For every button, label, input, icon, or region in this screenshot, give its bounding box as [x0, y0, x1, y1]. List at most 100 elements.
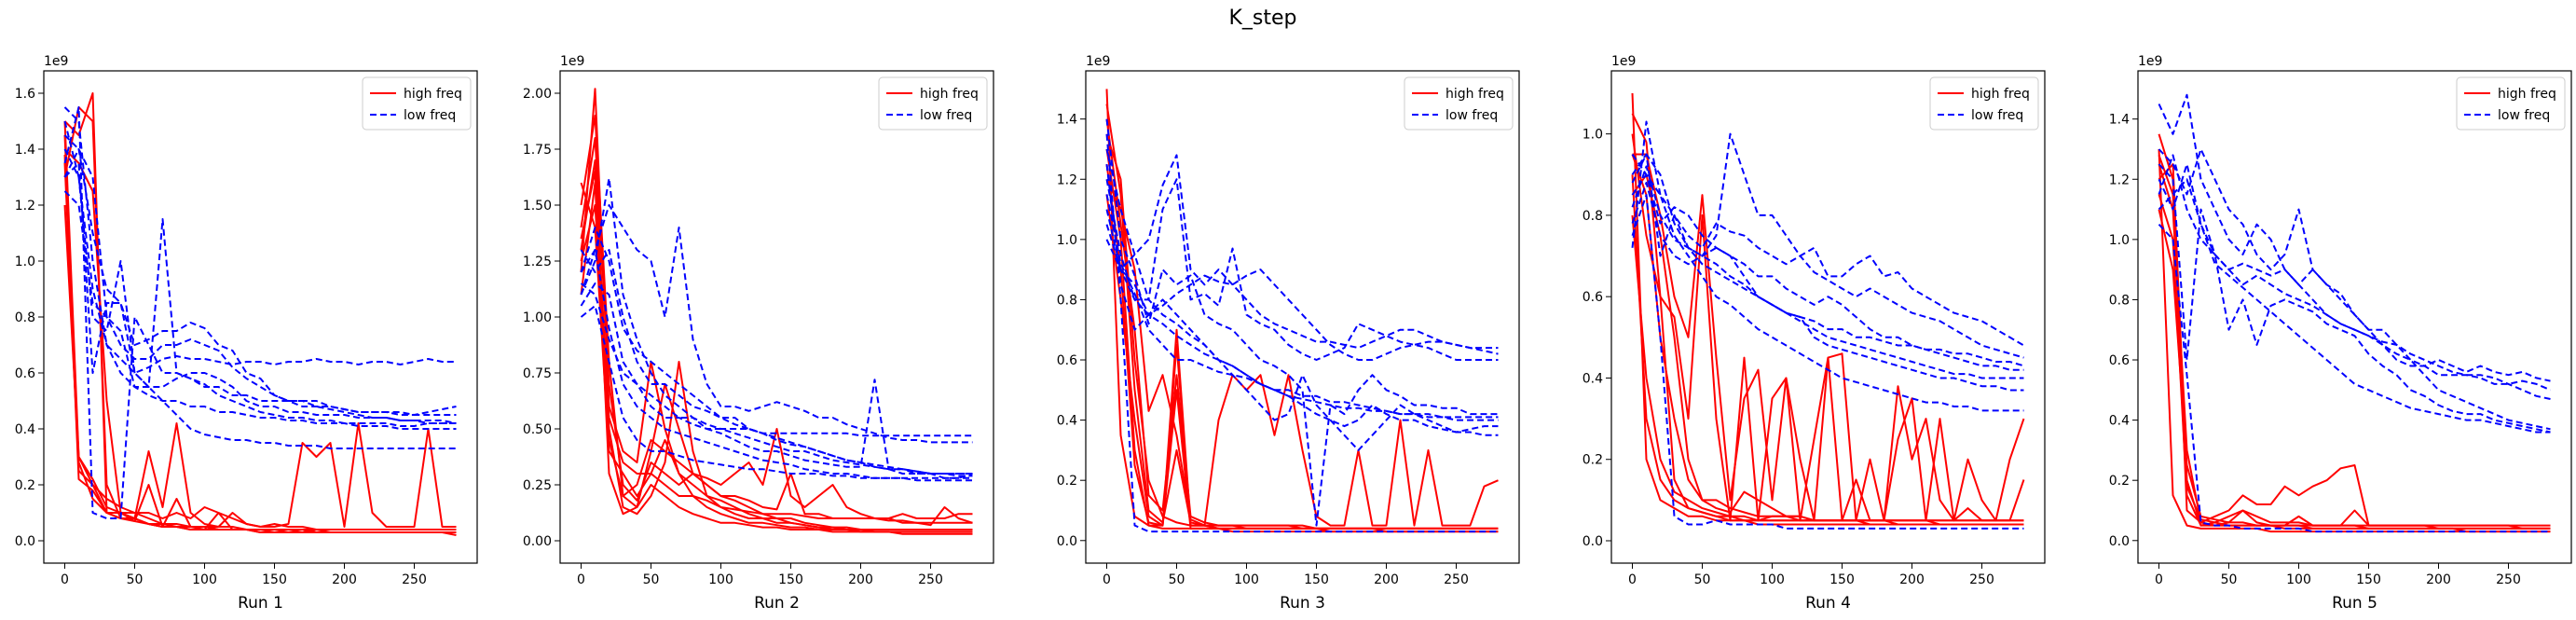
x-tick-label: 150: [2356, 572, 2381, 587]
y-tick-label: 0.2: [15, 478, 35, 493]
subplot-run-5: 0 50 100 150 200 250 0.0 0.2 0.4 0.6 0.8 1.0 1.2 1.4 1…: [2109, 54, 2572, 613]
x-tick-label: 250: [918, 572, 943, 587]
y-tick-label: 0.4: [15, 422, 35, 437]
legend-low-freq-label: low freq: [920, 108, 972, 123]
y-tick-label: 0.0: [15, 534, 35, 549]
series-group: [1631, 92, 2025, 530]
high-freq-line-5: [580, 182, 973, 535]
low-freq-line-11: [1631, 173, 2024, 371]
legend-box: [362, 76, 472, 131]
low-freq-line-15: [1105, 163, 1499, 361]
y-tick-label: 1.0: [15, 255, 35, 269]
low-freq-line-9: [580, 282, 973, 437]
x-axis-label: Run 3: [1280, 594, 1325, 613]
x-tick-label: 100: [708, 572, 733, 587]
low-freq-line-10: [63, 134, 457, 416]
legend: high freq low freq: [2456, 76, 2566, 131]
legend-box: [878, 76, 988, 131]
legend-high-freq-label: high freq: [1446, 87, 1504, 102]
y-tick-label: 0.8: [2109, 293, 2130, 308]
x-axis-label: Run 1: [238, 594, 283, 613]
low-freq-line-13: [63, 106, 457, 519]
low-freq-line-15: [580, 227, 973, 477]
legend-box: [1929, 76, 2039, 131]
high-freq-line-8: [1631, 214, 2024, 526]
x-tick-label: 100: [1760, 572, 1785, 587]
x-tick-label: 0: [2155, 572, 2163, 587]
low-freq-line-14: [2158, 224, 2551, 533]
subplot-run-4: 0 50 100 150 200 250 0.0 0.2 0.4 0.6 0.8 1.0 1e9 Run …: [1583, 54, 2046, 613]
legend-box: [2456, 76, 2566, 131]
x-tick-label: 50: [1169, 572, 1185, 587]
high-freq-line-4: [580, 182, 973, 533]
x-tick-label: 0: [577, 572, 585, 587]
series-group: [2158, 93, 2551, 533]
low-freq-line-9: [2158, 148, 2551, 392]
legend-high-freq-label: high freq: [2498, 87, 2556, 102]
legend-high-freq-label: high freq: [920, 87, 979, 102]
x-tick-label: 100: [1234, 572, 1259, 587]
x-tick-label: 50: [127, 572, 144, 587]
y-tick-label: 0.4: [1583, 371, 1603, 386]
y-tick-label: 1.4: [15, 143, 35, 158]
y-tick-label: 0.2: [1583, 453, 1603, 468]
low-freq-line-14: [1105, 239, 1499, 421]
x-tick-label: 200: [332, 572, 357, 587]
x-tick-label: 0: [1103, 572, 1111, 587]
y-tick-label: 1.2: [1057, 172, 1077, 187]
high-freq-line-8: [580, 171, 973, 524]
x-axis-label: Run 5: [2332, 594, 2377, 613]
low-freq-line-16: [580, 249, 973, 482]
low-freq-line-13: [1105, 224, 1499, 451]
y-tick-label: 1.75: [523, 143, 552, 158]
axes-frame: [1085, 70, 1520, 564]
y-tick-label: 0.2: [1057, 474, 1077, 489]
low-freq-line-10: [1631, 153, 2024, 359]
high-freq-line-3: [580, 159, 973, 530]
low-freq-line-12: [1105, 209, 1499, 434]
high-freq-line-4: [2158, 163, 2551, 527]
y-tick-label: 0.4: [1057, 414, 1077, 429]
x-tick-label: 150: [262, 572, 287, 587]
x-tick-label: 150: [778, 572, 803, 587]
low-freq-line-12: [2158, 154, 2551, 434]
y-tick-label: 0.8: [1057, 293, 1077, 308]
subplot-run-1: 0 50 100 150 200 250 0.0 0.2 0.4 0.6 0.8 1.0 1.2 1.4 1…: [15, 54, 478, 613]
legend-low-freq-label: low freq: [1446, 108, 1498, 123]
x-tick-label: 100: [192, 572, 217, 587]
y-tick-label: 1.0: [1583, 128, 1603, 143]
y-tick-label: 1.00: [523, 310, 552, 325]
subplot-run-3: 0 50 100 150 200 250 0.0 0.2 0.4 0.6 0.8 1.0 1.2 1.4 1…: [1057, 54, 1520, 613]
high-freq-line-3: [1631, 133, 2025, 522]
x-tick-label: 250: [402, 572, 427, 587]
y-tick-label: 0.0: [1583, 534, 1603, 549]
y-tick-label: 1.2: [15, 199, 35, 214]
y-tick-label: 0.8: [1583, 209, 1603, 224]
legend: high freq low freq: [1404, 76, 1514, 131]
subplots: 0 50 100 150 200 250 0.0 0.2 0.4 0.6 0.8 1.0 1.2 1.4 1…: [15, 54, 2572, 613]
axes-frame: [1610, 70, 2046, 564]
low-freq-line-16: [1105, 194, 1499, 419]
low-freq-line-14: [63, 190, 457, 424]
y-tick-label: 0.2: [2109, 474, 2130, 489]
y-tick-label: 0.8: [15, 310, 35, 325]
y-tick-label: 0.0: [1057, 534, 1077, 549]
x-tick-label: 200: [848, 572, 873, 587]
high-freq-line-8: [63, 154, 457, 533]
x-tick-label: 250: [1969, 572, 1994, 587]
y-tick-label: 0.75: [523, 366, 552, 381]
x-tick-label: 250: [1444, 572, 1469, 587]
low-freq-line-10: [1105, 178, 1499, 361]
low-freq-line-12: [580, 249, 973, 479]
y-tick-label: 1.0: [1057, 233, 1077, 248]
y-tick-label: 0.6: [1583, 290, 1603, 305]
low-freq-line-15: [1631, 194, 2024, 530]
y-tick-label: 1.25: [523, 255, 552, 269]
x-tick-label: 0: [1628, 572, 1637, 587]
x-tick-label: 150: [1829, 572, 1855, 587]
low-freq-line-14: [1631, 165, 2024, 379]
series-group: [1105, 89, 1499, 533]
low-freq-line-13: [1631, 153, 2024, 412]
figure-title: K_step: [1228, 7, 1296, 30]
